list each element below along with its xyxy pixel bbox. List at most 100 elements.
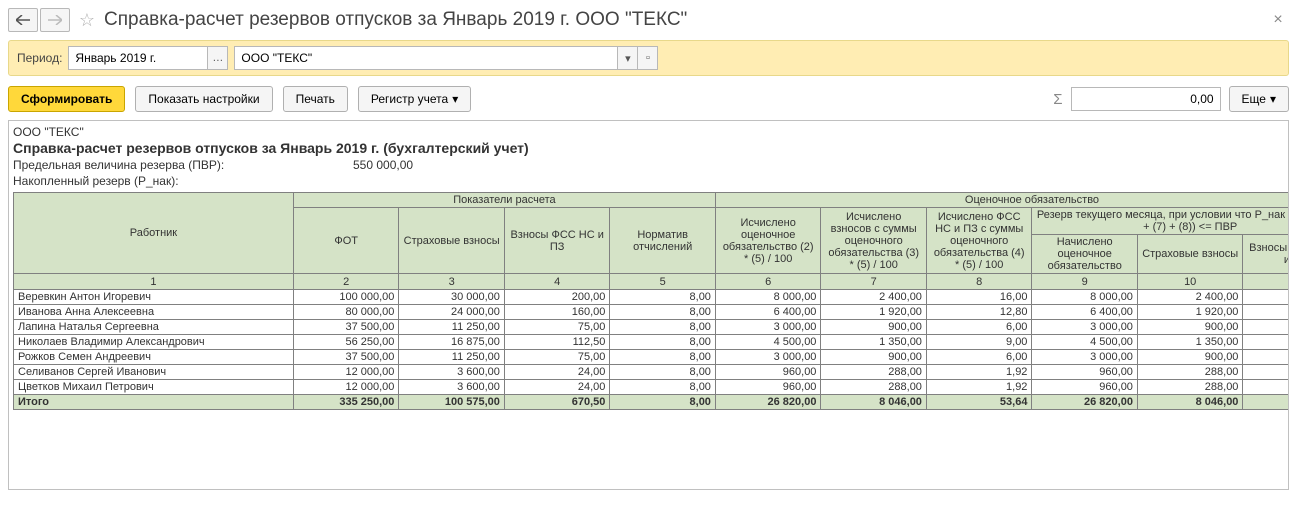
cell-value: 6,00 (1243, 350, 1289, 365)
cell-value: 1,92 (1243, 365, 1289, 380)
close-button[interactable]: × (1267, 9, 1289, 31)
cell-value: 3 000,00 (1032, 350, 1138, 365)
limit-value: 550 000,00 (353, 158, 413, 172)
org-open-button[interactable]: ▫ (638, 46, 658, 70)
th-acc-ins: Страховые взносы (1137, 235, 1243, 274)
th-index: 11 (1243, 274, 1289, 290)
table-row[interactable]: Лапина Наталья Сергеевна37 500,0011 250,… (14, 320, 1290, 335)
sigma-icon: Σ (1053, 91, 1062, 108)
cell-value: 960,00 (715, 380, 821, 395)
cell-value: 30 000,00 (399, 290, 505, 305)
cell-name: Рожков Семен Андреевич (14, 350, 294, 365)
th-ins: Страховые взносы (399, 208, 505, 274)
register-button[interactable]: Регистр учета▾ (358, 86, 471, 112)
th-acc-est: Начислено оценочное обязательство (1032, 235, 1138, 274)
sum-input[interactable] (1071, 87, 1221, 111)
cell-value: 8 000,00 (715, 290, 821, 305)
th-index: 10 (1137, 274, 1243, 290)
cell-value: 100 000,00 (293, 290, 399, 305)
cell-value: 4 500,00 (715, 335, 821, 350)
period-input-wrap: … (68, 46, 228, 70)
accum-label: Накопленный резерв (Р_нак): (13, 174, 353, 188)
cell-value: 12,80 (1243, 305, 1289, 320)
report-inner: ООО "ТЕКС" Справка-расчет резервов отпус… (9, 121, 1289, 412)
th-calc-ins: Исчислено взносов с суммы оценочного обя… (821, 208, 927, 274)
table-row[interactable]: Рожков Семен Андреевич37 500,0011 250,00… (14, 350, 1290, 365)
cell-total-value: 100 575,00 (399, 395, 505, 410)
cell-value: 900,00 (1137, 350, 1243, 365)
titlebar: ☆ Справка-расчет резервов отпусков за Ян… (8, 6, 1289, 40)
cell-total-value: 8 046,00 (1137, 395, 1243, 410)
th-employee: Работник (14, 193, 294, 274)
table-row[interactable]: Цветков Михаил Петрович12 000,003 600,00… (14, 380, 1290, 395)
cell-name: Веревкин Антон Игоревич (14, 290, 294, 305)
cell-value: 1 920,00 (821, 305, 927, 320)
accum-row: Накопленный резерв (Р_нак): (13, 174, 1289, 188)
report-area[interactable]: ООО "ТЕКС" Справка-расчет резервов отпус… (8, 120, 1289, 490)
back-button[interactable] (8, 8, 38, 32)
cell-value: 37 500,00 (293, 350, 399, 365)
cell-total-value: 8 046,00 (821, 395, 927, 410)
period-picker-button[interactable]: … (208, 46, 228, 70)
cell-value: 16,00 (1243, 290, 1289, 305)
cell-value: 8,00 (610, 350, 716, 365)
th-index: 2 (293, 274, 399, 290)
cell-value: 6,00 (926, 350, 1032, 365)
cell-value: 24,00 (504, 380, 610, 395)
cell-value: 9,00 (1243, 335, 1289, 350)
th-fot: ФОТ (293, 208, 399, 274)
cell-value: 6 400,00 (715, 305, 821, 320)
cell-value: 900,00 (821, 350, 927, 365)
limit-row: Предельная величина резерва (ПВР): 550 0… (13, 158, 1289, 172)
more-button[interactable]: Еще▾ (1229, 86, 1289, 112)
cell-total-value: 26 820,00 (715, 395, 821, 410)
forward-button[interactable] (40, 8, 70, 32)
period-input[interactable] (68, 46, 208, 70)
table-row[interactable]: Николаев Владимир Александрович56 250,00… (14, 335, 1290, 350)
cell-name: Цветков Михаил Петрович (14, 380, 294, 395)
nav-group (8, 8, 70, 32)
print-button[interactable]: Печать (283, 86, 348, 112)
cell-value: 16 875,00 (399, 335, 505, 350)
table-row-total: Итого335 250,00100 575,00670,508,0026 82… (14, 395, 1290, 410)
cell-value: 900,00 (821, 320, 927, 335)
cell-value: 1,92 (926, 365, 1032, 380)
cell-value: 56 250,00 (293, 335, 399, 350)
org-dropdown-button[interactable]: ▾ (618, 46, 638, 70)
cell-value: 288,00 (821, 380, 927, 395)
cell-total-value: 670,50 (504, 395, 610, 410)
cell-value: 16,00 (926, 290, 1032, 305)
th-est-group: Оценочное обязательство (715, 193, 1289, 208)
form-button[interactable]: Сформировать (8, 86, 125, 112)
cell-value: 200,00 (504, 290, 610, 305)
th-index: 1 (14, 274, 294, 290)
cell-total-value: 53,64 (926, 395, 1032, 410)
cell-value: 960,00 (1032, 380, 1138, 395)
cell-value: 900,00 (1137, 320, 1243, 335)
cell-value: 8,00 (610, 290, 716, 305)
chevron-down-icon: ▾ (452, 92, 458, 106)
cell-value: 9,00 (926, 335, 1032, 350)
cell-value: 160,00 (504, 305, 610, 320)
cell-value: 1 350,00 (1137, 335, 1243, 350)
table-row[interactable]: Селиванов Сергей Иванович12 000,003 600,… (14, 365, 1290, 380)
cell-value: 8,00 (610, 320, 716, 335)
table-row[interactable]: Веревкин Антон Игоревич100 000,0030 000,… (14, 290, 1290, 305)
table-row[interactable]: Иванова Анна Алексеевна80 000,0024 000,0… (14, 305, 1290, 320)
more-button-label: Еще (1242, 92, 1266, 106)
th-calc-est: Исчислено оценочное обязательство (2) * … (715, 208, 821, 274)
toolbar-right: Σ Еще▾ (1053, 86, 1289, 112)
org-input[interactable] (234, 46, 618, 70)
cell-value: 24 000,00 (399, 305, 505, 320)
cell-value: 24,00 (504, 365, 610, 380)
cell-value: 11 250,00 (399, 320, 505, 335)
cell-value: 75,00 (504, 320, 610, 335)
cell-value: 2 400,00 (1137, 290, 1243, 305)
cell-value: 3 600,00 (399, 380, 505, 395)
favorite-icon[interactable]: ☆ (76, 9, 98, 31)
cell-value: 960,00 (1032, 365, 1138, 380)
settings-button[interactable]: Показать настройки (135, 86, 272, 112)
th-fss: Взносы ФСС НС и ПЗ (504, 208, 610, 274)
cell-total-value: 8,00 (610, 395, 716, 410)
cell-value: 2 400,00 (821, 290, 927, 305)
